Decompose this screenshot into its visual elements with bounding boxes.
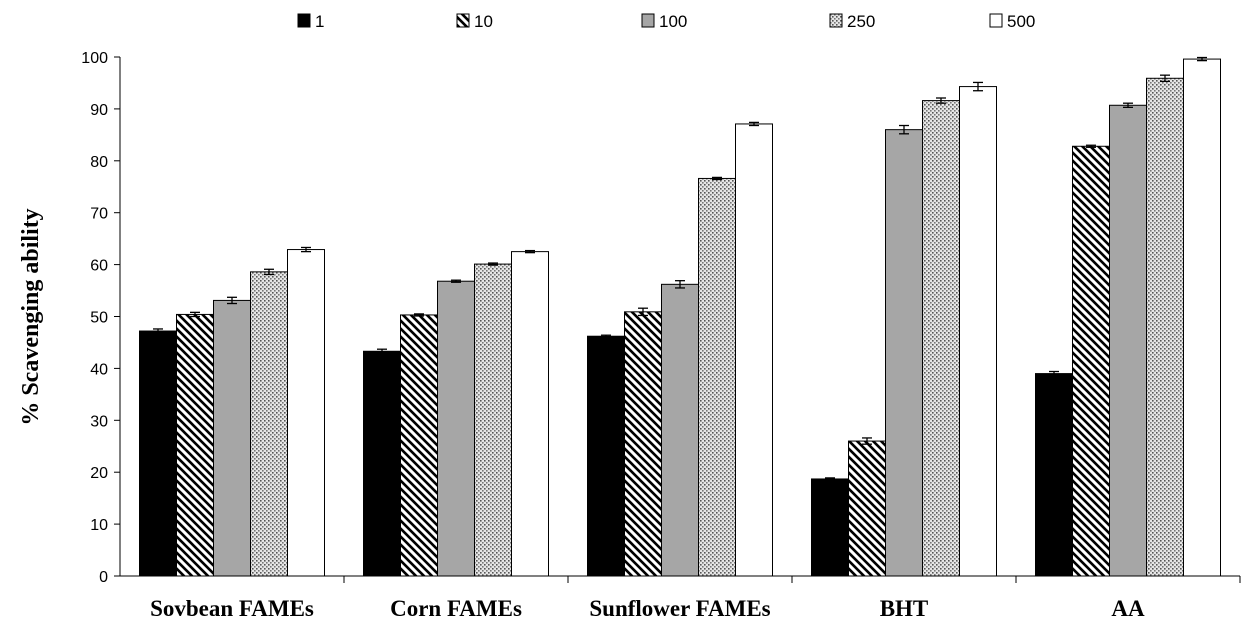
y-tick-label: 50	[90, 310, 108, 327]
x-category-label: Corn FAMEs	[390, 596, 522, 621]
bar-10	[400, 314, 438, 577]
bar-500	[1183, 58, 1221, 577]
legend-label: 10	[474, 12, 493, 31]
bar-10	[176, 313, 214, 577]
bar-250	[474, 263, 512, 577]
bar-500	[511, 251, 549, 577]
y-tick-label: 20	[90, 465, 108, 482]
bar-100	[1109, 104, 1147, 577]
y-tick-label: 90	[90, 102, 108, 119]
bar-500	[287, 249, 325, 577]
x-category-label: BHT	[880, 596, 929, 621]
bar-250	[922, 100, 960, 577]
bar-1	[1035, 373, 1073, 577]
error-bars	[153, 56, 1207, 481]
y-tick-label: 40	[90, 361, 108, 378]
bar-100	[885, 129, 923, 577]
bar-10	[848, 440, 886, 577]
legend-swatch-250	[829, 13, 843, 28]
legend-label: 500	[1007, 12, 1035, 31]
bar-1	[587, 335, 625, 577]
y-tick-label: 70	[90, 206, 108, 223]
y-tick-label: 10	[90, 517, 108, 534]
bar-500	[959, 86, 997, 577]
y-tick-label: 80	[90, 154, 108, 171]
bar-10	[624, 311, 662, 577]
y-tick-label: 30	[90, 413, 108, 430]
bar-1	[363, 350, 401, 577]
legend-swatch-500	[989, 13, 1003, 28]
legend: 1 10 100 250 500	[297, 12, 1035, 31]
y-axis-ticks: 0 10 20 30 40 50 60 70 80 90 100	[81, 50, 120, 586]
bar-250	[1146, 77, 1184, 577]
x-category-label: AA	[1111, 596, 1145, 621]
bar-500	[735, 123, 773, 577]
legend-swatch-1	[297, 13, 311, 28]
y-tick-label: 0	[99, 569, 108, 586]
bar-1	[139, 330, 177, 577]
bar-10	[1072, 145, 1110, 577]
y-tick-label: 100	[81, 50, 108, 67]
x-category-label: Sovbean FAMEs	[150, 596, 314, 621]
legend-label: 250	[847, 12, 875, 31]
y-axis-title: % Scavenging ability	[18, 208, 44, 425]
axes	[119, 57, 1241, 583]
bar-250	[698, 177, 736, 577]
bar-1	[811, 478, 849, 577]
legend-swatch-10	[456, 13, 470, 28]
legend-swatch-100	[641, 13, 655, 28]
x-axis-labels: Sovbean FAMEs Corn FAMEs Sunflower FAMEs BH…	[150, 596, 1145, 621]
legend-label: 1	[315, 12, 324, 31]
bar-100	[437, 280, 475, 577]
legend-label: 100	[659, 12, 687, 31]
y-tick-label: 60	[90, 258, 108, 275]
x-category-label: Sunflower FAMEs	[589, 596, 770, 621]
bar-100	[661, 283, 699, 577]
bar-250	[250, 271, 288, 577]
bar-100	[213, 299, 251, 577]
bars	[139, 58, 1221, 577]
